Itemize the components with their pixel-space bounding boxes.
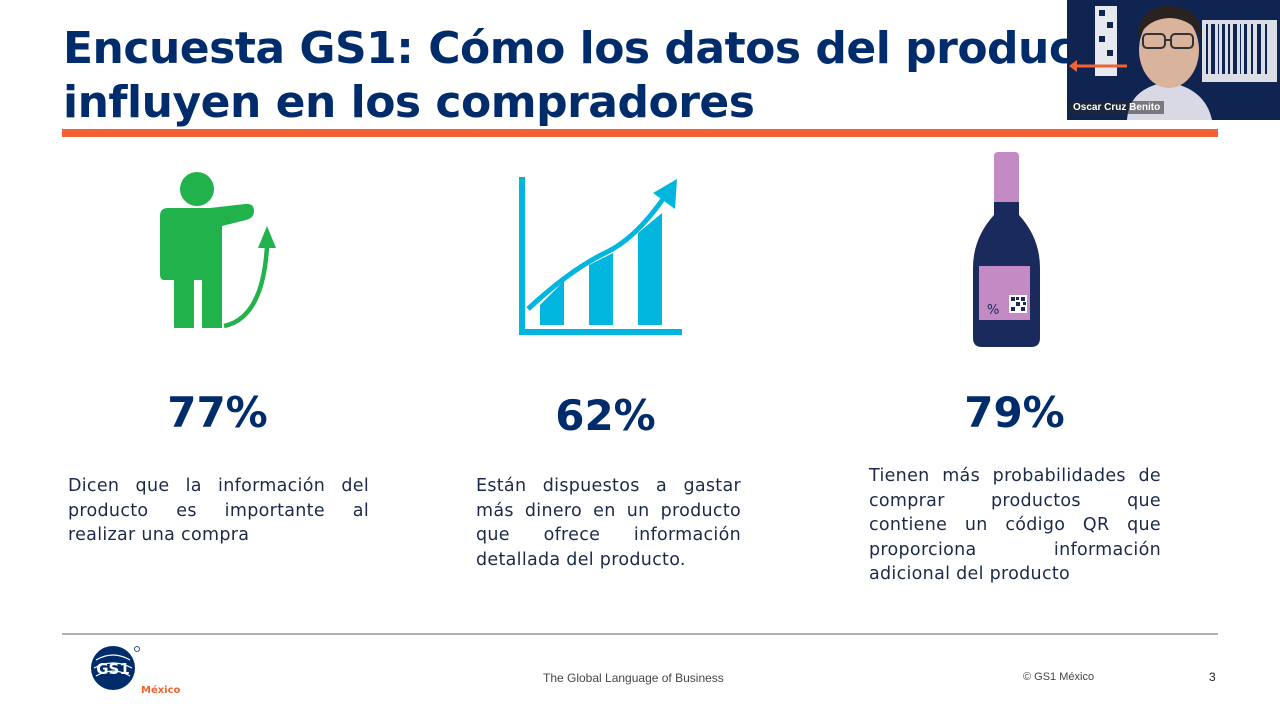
- gs1-logo: GS1: [91, 646, 140, 690]
- page-number: 3: [1209, 670, 1216, 684]
- footer-divider: [62, 633, 1218, 635]
- stat-description-1: Dicen que la información del producto es…: [68, 476, 369, 546]
- participant-video-tile[interactable]: Oscar Cruz Benito: [1067, 0, 1280, 120]
- slide-title-line1: Encuesta GS1: Cómo los datos del product…: [63, 23, 1125, 74]
- stat-value-3: 79%: [964, 388, 1065, 437]
- participant-name-label: Oscar Cruz Benito: [1069, 101, 1165, 114]
- slide-title: Encuesta GS1: Cómo los datos del product…: [63, 22, 1223, 130]
- logo-subtitle: México: [141, 685, 181, 696]
- title-underline: [62, 129, 1218, 137]
- footer-tagline: The Global Language of Business: [543, 671, 724, 685]
- bottle-qr-icon: %: [973, 152, 1040, 347]
- footer-copyright: © GS1 México: [1023, 671, 1095, 683]
- growth-chart-icon: [519, 177, 682, 335]
- stat-value-2: 62%: [555, 391, 656, 440]
- stat-value-1: 77%: [167, 388, 268, 437]
- bottle-label-percent: %: [987, 303, 999, 318]
- stat-description-2: Están dispuestos a gastar más dinero en …: [476, 476, 741, 570]
- gs1-logo-text: GS1: [96, 660, 130, 678]
- slide-title-line2: influyen en los compradores: [63, 77, 755, 128]
- stat-description-3: Tienen más probabilidades de comprar pro…: [869, 466, 1161, 585]
- person-pointing-up-icon: [160, 172, 276, 329]
- participant-video-feed: [1067, 0, 1280, 120]
